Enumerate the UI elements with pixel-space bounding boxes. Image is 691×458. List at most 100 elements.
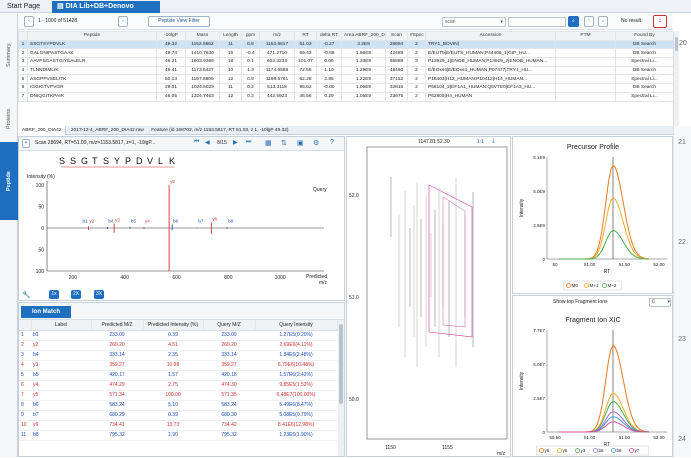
ion-row[interactable]: 1 b1 233.09 0.39 233.09 1.27E5(0.20%) (19, 330, 337, 341)
legend-entry[interactable]: M0 (572, 283, 579, 288)
scan-select[interactable]: scan ▾ (442, 17, 506, 27)
vtab-peptide[interactable]: Peptide (0, 142, 18, 220)
next-page-icon[interactable]: ▶ (233, 140, 238, 146)
ion-column-header[interactable]: Label (31, 320, 92, 331)
table-row[interactable]: 6 IGGIGTVPVGR 29.01 1024.6029 11 0.2 513.3118 9… (18, 83, 673, 93)
legend-entry[interactable]: y5 (545, 448, 550, 453)
legend-entry[interactable]: y7 (635, 448, 640, 453)
table-row[interactable]: 3 AAVPSGASTGIYEALELR 46.21 1803.9366 18 0.1 60… (18, 57, 673, 67)
column-header[interactable]: RT (294, 31, 317, 41)
ion-column-header[interactable]: Predicted M/Z (91, 320, 144, 331)
ion-row[interactable]: 6 y4 474.29 2.75 474.30 9.85E5(1.52%) (19, 380, 337, 391)
vtab-summary[interactable]: Summary (6, 43, 12, 67)
fragment-xic-chart[interactable]: Fragment Ion XIC 7.7E7 5.0E7 2.5E7 0 50.50 51.… (513, 296, 674, 458)
charge-1x-button[interactable]: 1x (49, 290, 59, 299)
peptide-table: Peptide -10lgP Mass Length ppm m/z RT delta RT A… (18, 31, 673, 102)
ratio-button[interactable]: 1:1 (477, 139, 484, 145)
first-page-icon[interactable]: ⏮ (194, 139, 200, 145)
legend-entry[interactable]: b6 (599, 448, 605, 453)
x-tick-label: 600 (172, 275, 181, 281)
column-header[interactable]: Length (219, 31, 242, 41)
image-export-icon[interactable]: ▣ (297, 140, 304, 147)
table-row[interactable]: 7 DNIQGITKPAIR 46.05 1324.7463 12 0.3 442.5923… (18, 91, 673, 102)
ion-cell: 2.35 (143, 350, 203, 361)
charge-2x-button[interactable]: 2X (71, 290, 81, 299)
feature-details: Feature (id 168702, m/z 1153.5817, RT 51… (151, 128, 289, 133)
table-scrollbar[interactable] (673, 31, 679, 126)
next-page-button[interactable]: › (118, 16, 128, 27)
flip-icon[interactable]: ⇅ (281, 140, 287, 147)
ion-row[interactable]: 4 y3 359.27 10.98 359.27 6.79E6(10.48%) (19, 360, 337, 371)
column-header[interactable]: Scan (385, 31, 408, 41)
top-fragment-ions-select[interactable]: 6 ▾ (649, 298, 671, 307)
next-result-button[interactable]: ↓ (598, 16, 608, 27)
search-button[interactable]: ⌕ (568, 16, 579, 27)
peptide-view-filter-button[interactable]: Peptide View Filter (148, 16, 210, 27)
ion-row[interactable]: 9 b7 680.29 0.39 680.30 5.08E5(0.79%) (19, 410, 337, 421)
column-header[interactable]: #Spec (407, 31, 426, 41)
table-cell: 29.01 (156, 83, 186, 93)
wrench-icon[interactable]: 🔧 (22, 292, 31, 299)
column-header[interactable]: Accession (425, 31, 556, 41)
vtab-proteins[interactable]: Proteins (6, 108, 12, 130)
search-input[interactable] (508, 17, 566, 27)
raw-file-name: 2017-12-4_ABRF_200_DIA42.raw (70, 128, 144, 133)
table-cell: 0.3 (241, 91, 260, 102)
ion-column-header[interactable] (19, 320, 32, 331)
ion-row[interactable]: 8 b6 583.24 5.10 583.24 5.49E6(8.47%) (19, 400, 337, 411)
column-header[interactable]: PTM (555, 31, 616, 41)
legend-entry[interactable]: b8 (617, 448, 623, 453)
column-header[interactable]: Peptide (27, 31, 157, 41)
settings-icon[interactable]: ⚙ (313, 140, 320, 147)
ion-row[interactable]: 2 y2 260.20 4.51 260.20 2.69E6(4.11%) (19, 340, 337, 351)
file-name[interactable]: ABRF_200_DIA42 (18, 126, 67, 135)
ion-cell: 11 (19, 430, 31, 441)
export-button[interactable]: ⤓ (653, 15, 667, 28)
column-header[interactable]: -10lgP (156, 31, 186, 41)
column-header[interactable]: Mass (185, 31, 220, 41)
x-tick-label: 52.00 (653, 262, 665, 267)
ms-map-plot[interactable]: 52.0 51.0 50.0 1150 1155 m/z (347, 137, 512, 458)
overlay-icon[interactable]: ▦ (265, 140, 272, 147)
precursor-profile-chart[interactable]: Precursor Profile 6.1E9 5.0E9 2.5E9 0 50 51.00… (513, 137, 674, 295)
expand-button[interactable]: + (22, 139, 30, 148)
ion-table-scrollbar[interactable] (338, 320, 344, 456)
column-header[interactable] (18, 31, 28, 41)
table-row[interactable]: 5 ASGPPVSELITK 50.13 1197.6605 12 0.8 1198.676… (18, 74, 673, 85)
ion-column-header[interactable]: Query M/Z (203, 320, 256, 331)
prev-result-button[interactable]: ↑ (584, 16, 594, 27)
ion-row[interactable]: 11 b8 795.32 1.90 795.32 1.23E6(1.90%) (19, 430, 337, 441)
ion-row[interactable]: 7 y5 571.34 100.00 571.35 6.48E7(100.00%) (19, 390, 337, 401)
column-header[interactable]: Area ABRF_200_DIA42 (341, 31, 386, 41)
ion-cell: 100.00 (143, 390, 203, 401)
ion-match-tab[interactable]: Ion Match (21, 306, 71, 318)
table-cell: 2 (407, 83, 426, 93)
table-row[interactable]: 2 GALGNIPASTGAAK 49.74 1410.7830 15 -0.4 471.2… (18, 48, 673, 59)
ion-cell: 680.30 (203, 410, 255, 421)
last-page-icon[interactable]: ⏭ (246, 139, 252, 145)
prev-page-button[interactable]: ‹ (24, 16, 34, 27)
column-header[interactable]: m/z (259, 31, 295, 41)
tab-start-page[interactable]: Start Page (7, 3, 41, 10)
column-header[interactable]: Found By (615, 31, 673, 41)
table-row[interactable]: 1 SSGTSYPDVLK 49.32 1152.5662 11 0.8 1153.5817… (18, 39, 673, 50)
charge-3x-button[interactable]: 3X (94, 290, 104, 299)
map-export-icon[interactable]: ⤓ (492, 138, 495, 144)
tab-dia-lib-db-denovo[interactable]: ▤ DIA Lib+DB+Denovo (52, 1, 160, 13)
column-header[interactable]: ppm (241, 31, 260, 41)
prev-page-icon[interactable]: ◀ (205, 140, 210, 146)
column-header[interactable]: delta RT (316, 31, 342, 41)
legend-entry[interactable]: y6 (563, 448, 568, 453)
ion-column-header[interactable]: Predicted Intensity (%) (143, 320, 204, 331)
ion-row[interactable]: 3 b4 333.14 2.35 333.14 1.84E6(2.48%) (19, 350, 337, 361)
table-cell: -0.00 (316, 83, 342, 93)
legend-entry[interactable]: M+1 (590, 283, 599, 288)
legend-entry[interactable]: M+2 (608, 283, 617, 288)
legend-entry[interactable]: y3 (581, 448, 586, 453)
ion-row[interactable]: 10 y6 734.41 13.73 734.42 8.41E6(12.98%) (19, 420, 337, 431)
table-row[interactable]: 4 TLNNDIMLIK 49.41 1173.6427 10 1.3 1174.6588 7… (18, 65, 673, 76)
ion-row[interactable]: 5 b5 420.17 1.57 420.18 1.57E6(2.42%) (19, 370, 337, 381)
help-icon[interactable]: ? (330, 139, 334, 146)
ion-column-header[interactable]: Query Intensity (255, 320, 338, 331)
